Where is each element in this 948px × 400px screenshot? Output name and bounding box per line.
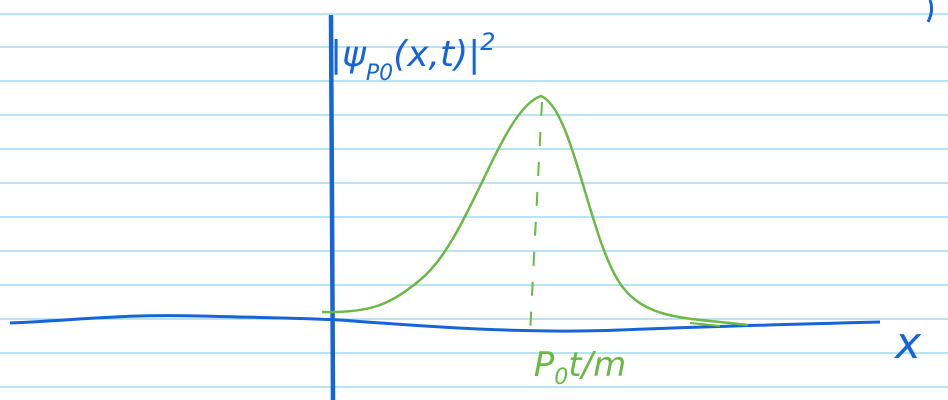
peak-label: P0t/m	[534, 345, 626, 390]
label-part: |ψ	[330, 34, 367, 75]
peak-marker	[530, 102, 542, 334]
label-part: P	[534, 345, 555, 385]
note-page: |ψP0(x,t)|2 x P0t/m	[0, 0, 948, 400]
label-part: (x,t)|	[393, 34, 480, 75]
wave-packet-curve	[322, 96, 748, 325]
horizontal-axis	[10, 316, 880, 331]
label-subscript: P0	[366, 61, 393, 86]
x-axis-label: x	[893, 318, 922, 369]
label-subscript: 0	[554, 365, 568, 390]
y-axis-label: |ψP0(x,t)|2	[330, 28, 496, 86]
label-superscript: 2	[480, 28, 495, 56]
label-part: t/m	[568, 345, 626, 385]
stray-stroke	[928, 0, 932, 22]
